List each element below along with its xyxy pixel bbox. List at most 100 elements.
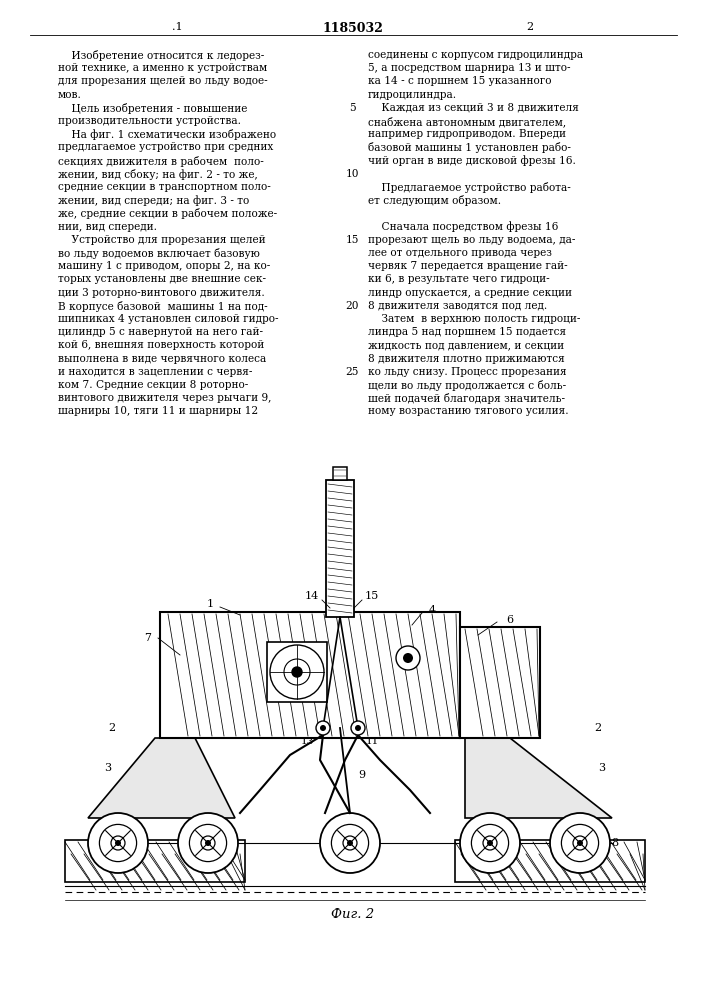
Circle shape: [460, 813, 520, 873]
Text: Каждая из секций 3 и 8 движителя: Каждая из секций 3 и 8 движителя: [368, 103, 579, 113]
Text: гидроцилиндра.: гидроцилиндра.: [368, 90, 457, 100]
Circle shape: [483, 836, 497, 850]
Text: 2: 2: [108, 723, 115, 733]
Circle shape: [88, 813, 148, 873]
Text: 1185032: 1185032: [322, 22, 383, 35]
Polygon shape: [465, 738, 612, 818]
Circle shape: [292, 667, 302, 677]
Text: 8 движителя плотно прижимаются: 8 движителя плотно прижимаются: [368, 354, 565, 364]
Circle shape: [178, 813, 238, 873]
Circle shape: [320, 813, 380, 873]
Circle shape: [205, 840, 211, 846]
Text: 8: 8: [612, 838, 619, 848]
Text: жении, вид спереди; на фиг. 3 - то: жении, вид спереди; на фиг. 3 - то: [58, 195, 250, 206]
Text: торых установлены две внешние сек-: торых установлены две внешние сек-: [58, 274, 266, 284]
Circle shape: [487, 840, 493, 846]
Text: и находится в зацеплении с червя-: и находится в зацеплении с червя-: [58, 367, 252, 377]
Text: выполнена в виде червячного колеса: выполнена в виде червячного колеса: [58, 354, 267, 364]
Text: снабжена автономным двигателем,: снабжена автономным двигателем,: [368, 116, 566, 127]
Text: базовой машины 1 установлен рабо-: базовой машины 1 установлен рабо-: [368, 142, 571, 153]
Text: Изобретение относится к ледорез-: Изобретение относится к ледорез-: [58, 50, 264, 61]
Text: Предлагаемое устройство работа-: Предлагаемое устройство работа-: [368, 182, 571, 193]
Text: 3: 3: [105, 763, 112, 773]
Text: предлагаемое устройство при средних: предлагаемое устройство при средних: [58, 142, 273, 152]
Text: машину 1 с приводом, опоры 2, на ко-: машину 1 с приводом, опоры 2, на ко-: [58, 261, 270, 271]
Text: цилиндр 5 с навернутой на него гай-: цилиндр 5 с навернутой на него гай-: [58, 327, 263, 337]
Text: 5: 5: [349, 103, 356, 113]
Text: 10: 10: [345, 169, 358, 179]
Text: 5: 5: [337, 469, 344, 479]
Text: Фиг. 2: Фиг. 2: [332, 908, 375, 921]
Text: 8: 8: [91, 838, 98, 848]
Circle shape: [316, 721, 330, 735]
Text: 6: 6: [506, 615, 513, 625]
Text: 4: 4: [428, 605, 436, 615]
Polygon shape: [160, 612, 460, 738]
Text: ной технике, а именно к устройствам: ной технике, а именно к устройствам: [58, 63, 267, 73]
Polygon shape: [460, 627, 540, 738]
Bar: [267, 642, 327, 702]
Text: мов.: мов.: [58, 90, 82, 100]
Circle shape: [343, 836, 357, 850]
Text: 9: 9: [358, 770, 366, 780]
Text: 1: 1: [206, 599, 214, 609]
Text: ки 6, в результате чего гидроци-: ки 6, в результате чего гидроци-: [368, 274, 549, 284]
Text: ка 14 - с поршнем 15 указанного: ка 14 - с поршнем 15 указанного: [368, 76, 551, 86]
Text: линдра 5 над поршнем 15 подается: линдра 5 над поршнем 15 подается: [368, 327, 566, 337]
Circle shape: [320, 725, 326, 731]
Text: соединены с корпусом гидроцилиндра: соединены с корпусом гидроцилиндра: [368, 50, 583, 60]
Text: шарниры 10, тяги 11 и шарниры 12: шарниры 10, тяги 11 и шарниры 12: [58, 406, 258, 416]
Bar: [326, 480, 354, 617]
Text: 20: 20: [345, 301, 358, 311]
Text: ному возрастанию тягового усилия.: ному возрастанию тягового усилия.: [368, 406, 568, 416]
Text: производительности устройства.: производительности устройства.: [58, 116, 241, 126]
Text: Цель изобретения - повышение: Цель изобретения - повышение: [58, 103, 247, 114]
Text: жидкость под давлением, и секции: жидкость под давлением, и секции: [368, 340, 564, 350]
Text: средние секции в транспортном поло-: средние секции в транспортном поло-: [58, 182, 271, 192]
Circle shape: [573, 836, 587, 850]
Circle shape: [115, 840, 121, 846]
Text: щели во льду продолжается с боль-: щели во льду продолжается с боль-: [368, 380, 566, 391]
Circle shape: [355, 725, 361, 731]
Text: для прорезания щелей во льду водое-: для прорезания щелей во льду водое-: [58, 76, 268, 86]
Text: жении, вид сбоку; на фиг. 2 - то же,: жении, вид сбоку; на фиг. 2 - то же,: [58, 169, 258, 180]
Text: ет следующим образом.: ет следующим образом.: [368, 195, 501, 206]
Text: шипниках 4 установлен силовой гидро-: шипниках 4 установлен силовой гидро-: [58, 314, 279, 324]
Circle shape: [396, 646, 420, 670]
Text: 8 движителя заводятся под лед.: 8 движителя заводятся под лед.: [368, 301, 547, 311]
Text: 14: 14: [305, 591, 319, 601]
Circle shape: [403, 653, 413, 663]
Text: 2: 2: [595, 723, 602, 733]
Circle shape: [577, 840, 583, 846]
Text: ции 3 роторно-винтового движителя.: ции 3 роторно-винтового движителя.: [58, 288, 264, 298]
Text: же, средние секции в рабочем положе-: же, средние секции в рабочем положе-: [58, 208, 277, 219]
Text: 2: 2: [527, 22, 534, 32]
Text: например гидроприводом. Впереди: например гидроприводом. Впереди: [368, 129, 566, 139]
Text: На фиг. 1 схематически изображено: На фиг. 1 схематически изображено: [58, 129, 276, 140]
Text: .1: .1: [172, 22, 182, 32]
Circle shape: [347, 840, 353, 846]
Text: винтового движителя через рычаги 9,: винтового движителя через рычаги 9,: [58, 393, 271, 403]
Text: 13: 13: [300, 738, 314, 746]
Text: Сначала посредством фрезы 16: Сначала посредством фрезы 16: [368, 222, 559, 232]
Text: нии, вид спереди.: нии, вид спереди.: [58, 222, 157, 232]
Text: шей подачей благодаря значитель-: шей подачей благодаря значитель-: [368, 393, 565, 404]
Circle shape: [351, 721, 365, 735]
Polygon shape: [88, 738, 235, 818]
Text: 3: 3: [598, 763, 606, 773]
Circle shape: [111, 836, 125, 850]
Text: 7: 7: [144, 633, 151, 643]
Text: чий орган в виде дисковой фрезы 16.: чий орган в виде дисковой фрезы 16.: [368, 156, 576, 166]
Text: во льду водоемов включает базовую: во льду водоемов включает базовую: [58, 248, 260, 259]
Circle shape: [201, 836, 215, 850]
Text: Устройство для прорезания щелей: Устройство для прорезания щелей: [58, 235, 266, 245]
Bar: [333, 467, 347, 480]
Text: лее от отдельного привода через: лее от отдельного привода через: [368, 248, 552, 258]
Text: 15: 15: [345, 235, 358, 245]
Text: кой 6, внешняя поверхность которой: кой 6, внешняя поверхность которой: [58, 340, 264, 350]
Text: 11: 11: [366, 738, 379, 746]
Text: червяк 7 передается вращение гай-: червяк 7 передается вращение гай-: [368, 261, 568, 271]
Text: Затем  в верхнюю полость гидроци-: Затем в верхнюю полость гидроци-: [368, 314, 580, 324]
Text: 5, а посредством шарнира 13 и што-: 5, а посредством шарнира 13 и што-: [368, 63, 571, 73]
Text: ко льду снизу. Процесс прорезания: ко льду снизу. Процесс прорезания: [368, 367, 566, 377]
